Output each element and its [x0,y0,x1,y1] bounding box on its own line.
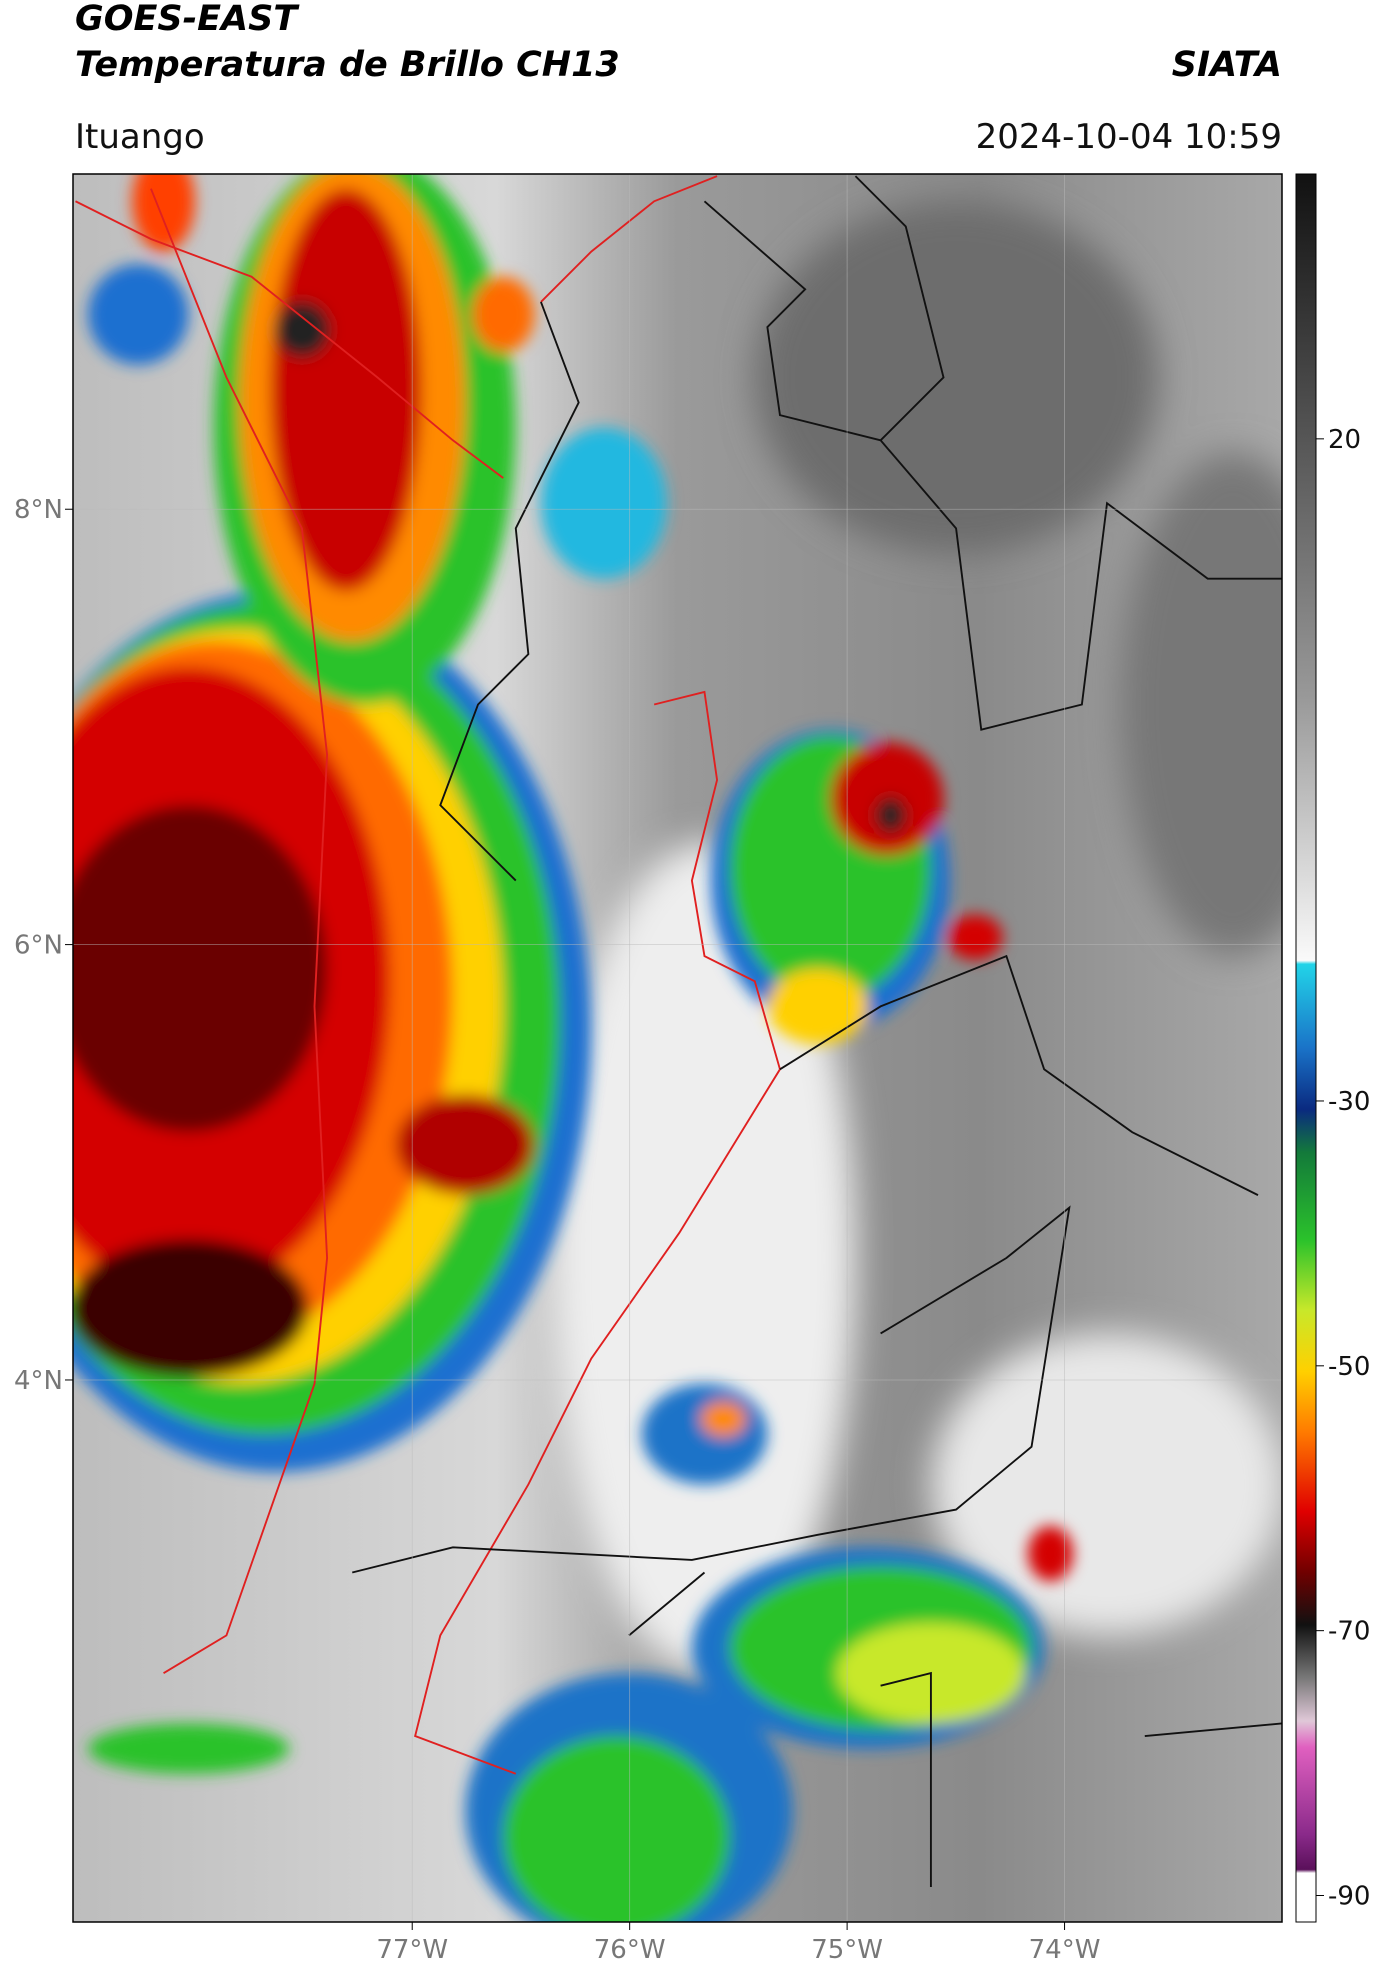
y-tick-label: 6°N [14,931,63,961]
colorbar-tick-label: -70 [1328,1617,1370,1647]
y-tick-label: 8°N [14,495,63,525]
title-line1: GOES-EAST [75,0,300,39]
title-line2: Temperatura de Brillo CH13 [75,45,620,85]
source: SIATA [1172,45,1282,85]
colorbar [1295,173,1317,1923]
x-tick-label: 77°W [376,1935,448,1965]
region: Ituango [75,117,205,157]
colorbar-tick-label: -30 [1328,1087,1370,1117]
colorbar-tick-label: -50 [1328,1352,1370,1382]
satellite-image [73,174,1282,1922]
y-tick-label: 4°N [14,1366,63,1396]
x-tick-label: 76°W [594,1935,666,1965]
graticule [73,174,1282,1922]
ticks: 77°W 76°W 75°W 74°W 4°N 6°N 8°N 20 -30 -50 -70 -90 [14,425,1370,1965]
map-frame [72,173,1283,1923]
colorbar-tick-label: -90 [1328,1882,1370,1912]
colorbar-tick-label: 20 [1328,425,1361,455]
timestamp: 2024-10-04 10:59 [976,117,1282,157]
x-tick-label: 74°W [1029,1935,1101,1965]
x-tick-label: 75°W [811,1935,883,1965]
